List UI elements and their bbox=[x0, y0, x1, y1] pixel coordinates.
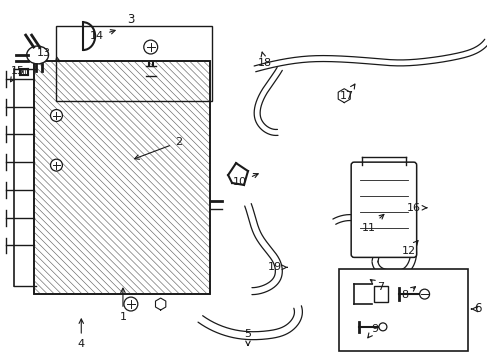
Text: 19: 19 bbox=[267, 262, 287, 272]
Circle shape bbox=[123, 297, 138, 311]
Polygon shape bbox=[198, 306, 302, 340]
Text: 6: 6 bbox=[473, 302, 481, 315]
Text: 1: 1 bbox=[119, 288, 126, 322]
Polygon shape bbox=[254, 39, 488, 72]
Text: 16: 16 bbox=[406, 203, 426, 213]
Text: 4: 4 bbox=[78, 319, 84, 349]
Text: 9: 9 bbox=[367, 324, 378, 338]
Circle shape bbox=[378, 323, 386, 331]
Circle shape bbox=[143, 40, 157, 54]
Text: 10: 10 bbox=[233, 174, 258, 187]
Bar bbox=[339, 269, 468, 351]
Text: 7: 7 bbox=[369, 280, 384, 292]
Text: 11: 11 bbox=[361, 215, 383, 233]
Bar bbox=[34, 61, 210, 294]
Circle shape bbox=[50, 159, 62, 171]
Polygon shape bbox=[332, 215, 379, 262]
Text: 5: 5 bbox=[244, 329, 251, 346]
Bar bbox=[56, 26, 212, 100]
Text: 18: 18 bbox=[257, 52, 271, 68]
Text: 8: 8 bbox=[400, 287, 415, 300]
Bar bbox=[34, 61, 210, 294]
Polygon shape bbox=[254, 67, 282, 135]
Circle shape bbox=[50, 109, 62, 121]
Text: 2: 2 bbox=[134, 137, 182, 159]
Polygon shape bbox=[371, 247, 416, 276]
Bar bbox=[373, 286, 387, 302]
Text: 3: 3 bbox=[127, 13, 134, 26]
Text: 17: 17 bbox=[340, 84, 354, 101]
Polygon shape bbox=[338, 89, 349, 103]
Polygon shape bbox=[244, 204, 282, 294]
Ellipse shape bbox=[27, 46, 48, 64]
Text: 14: 14 bbox=[90, 30, 115, 41]
Text: 15: 15 bbox=[10, 66, 25, 82]
Text: 12: 12 bbox=[401, 240, 417, 256]
Text: 13: 13 bbox=[37, 48, 60, 61]
FancyBboxPatch shape bbox=[350, 162, 416, 257]
Circle shape bbox=[419, 289, 428, 299]
Polygon shape bbox=[155, 298, 165, 310]
